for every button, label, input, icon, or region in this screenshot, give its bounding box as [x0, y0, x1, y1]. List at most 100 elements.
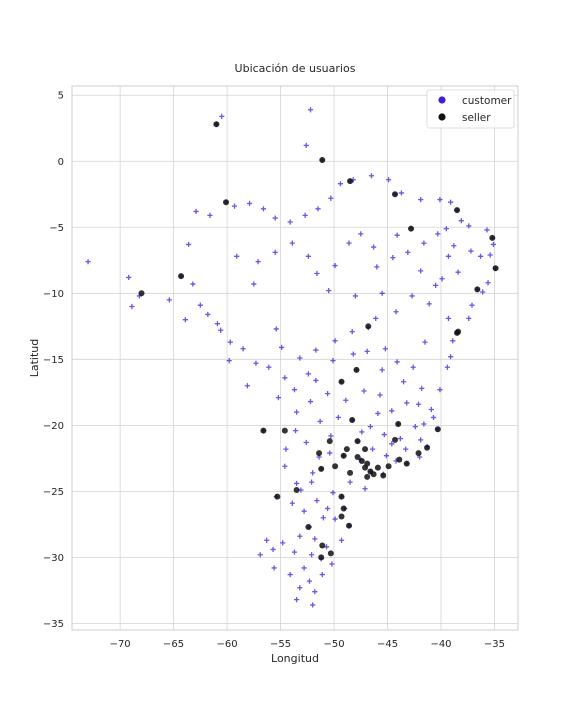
customer-point — [291, 549, 298, 555]
seller-point — [338, 513, 345, 520]
customer-point — [305, 371, 311, 377]
customer-point — [227, 339, 233, 345]
customer-point — [85, 259, 91, 265]
customer-point — [337, 181, 344, 187]
customer-point — [332, 262, 338, 269]
customer-point — [308, 552, 315, 558]
customer-point — [435, 231, 441, 237]
seller-point — [316, 450, 323, 457]
customer-point — [329, 561, 335, 567]
customer-point — [398, 190, 405, 196]
customer-point — [455, 269, 461, 275]
seller-point — [138, 290, 145, 297]
seller-point — [281, 427, 288, 434]
seller-point — [492, 265, 499, 272]
customer-point — [289, 500, 295, 506]
seller-point — [338, 493, 345, 500]
customer-point — [412, 424, 418, 430]
customer-point — [448, 354, 454, 360]
seller-point — [274, 493, 281, 500]
customer-point — [484, 227, 490, 233]
customer-point — [367, 424, 374, 430]
customer-point — [418, 196, 424, 203]
legend-customer-label: customer — [462, 95, 512, 107]
x-tick-label: −70 — [110, 639, 131, 650]
customer-point — [418, 437, 424, 443]
seller-point — [455, 328, 462, 335]
customer-point — [231, 203, 238, 209]
customer-point — [364, 348, 370, 354]
customer-point — [377, 392, 383, 398]
seller-point — [318, 554, 325, 561]
customer-point — [294, 597, 300, 603]
customer-point — [312, 536, 318, 542]
customer-point — [244, 383, 251, 389]
customer-point — [448, 199, 454, 205]
customer-point — [294, 409, 300, 415]
customer-point — [273, 326, 279, 332]
customer-point — [282, 463, 288, 469]
legend-box — [426, 89, 515, 129]
customer-point — [466, 223, 472, 229]
customer-point — [313, 347, 319, 353]
seller-point — [364, 473, 371, 480]
customer-point — [253, 360, 259, 366]
seller-point — [213, 121, 220, 128]
customer-point — [317, 418, 323, 424]
customer-point — [430, 414, 437, 421]
seller-point — [370, 471, 377, 478]
customer-point — [312, 589, 318, 595]
customer-point — [182, 317, 188, 323]
customer-point — [419, 385, 425, 391]
customer-point — [251, 281, 257, 287]
legend-seller-label: seller — [462, 112, 491, 124]
seller-point — [424, 444, 431, 451]
customer-point — [421, 421, 427, 427]
seller-point — [347, 469, 354, 476]
y-tick-label: 5 — [58, 91, 64, 102]
customer-point — [480, 289, 486, 295]
customer-point — [385, 177, 392, 183]
customer-point — [219, 113, 225, 119]
customer-point — [332, 516, 338, 522]
customer-point — [332, 338, 338, 344]
customer-point — [382, 346, 388, 352]
customer-point — [477, 253, 484, 259]
y-tick-label: −35 — [43, 619, 64, 630]
customer-point — [218, 327, 224, 333]
customer-point — [126, 274, 132, 281]
customer-point — [266, 364, 272, 370]
seller-point — [319, 156, 326, 163]
customer-point — [255, 259, 261, 265]
customer-point — [389, 441, 395, 447]
customer-point — [303, 439, 309, 446]
customer-point — [246, 200, 253, 207]
legend-seller-marker — [438, 113, 446, 121]
customer-point — [306, 578, 313, 584]
customer-point — [271, 565, 277, 571]
customer-point — [352, 293, 359, 299]
customer-point — [371, 244, 377, 250]
customer-point — [315, 206, 321, 212]
seller-point — [347, 178, 354, 185]
y-tick-label: −30 — [43, 553, 64, 564]
customer-point — [469, 302, 475, 308]
customer-point — [468, 248, 474, 254]
customer-point — [275, 395, 282, 401]
customer-point — [487, 252, 493, 258]
seller-point — [223, 199, 230, 206]
customer-point — [450, 338, 456, 344]
seller-point — [362, 446, 369, 453]
customer-point — [393, 309, 399, 315]
seller-point — [332, 463, 339, 470]
seller-point — [353, 366, 360, 373]
seller-point — [434, 426, 441, 433]
seller-point — [385, 463, 392, 470]
seller-point — [340, 505, 347, 512]
seller-point — [326, 438, 333, 445]
customer-point — [308, 479, 315, 485]
customer-point — [383, 453, 390, 459]
customer-point — [359, 429, 365, 435]
customer-point — [343, 397, 349, 403]
customer-point — [297, 533, 303, 539]
